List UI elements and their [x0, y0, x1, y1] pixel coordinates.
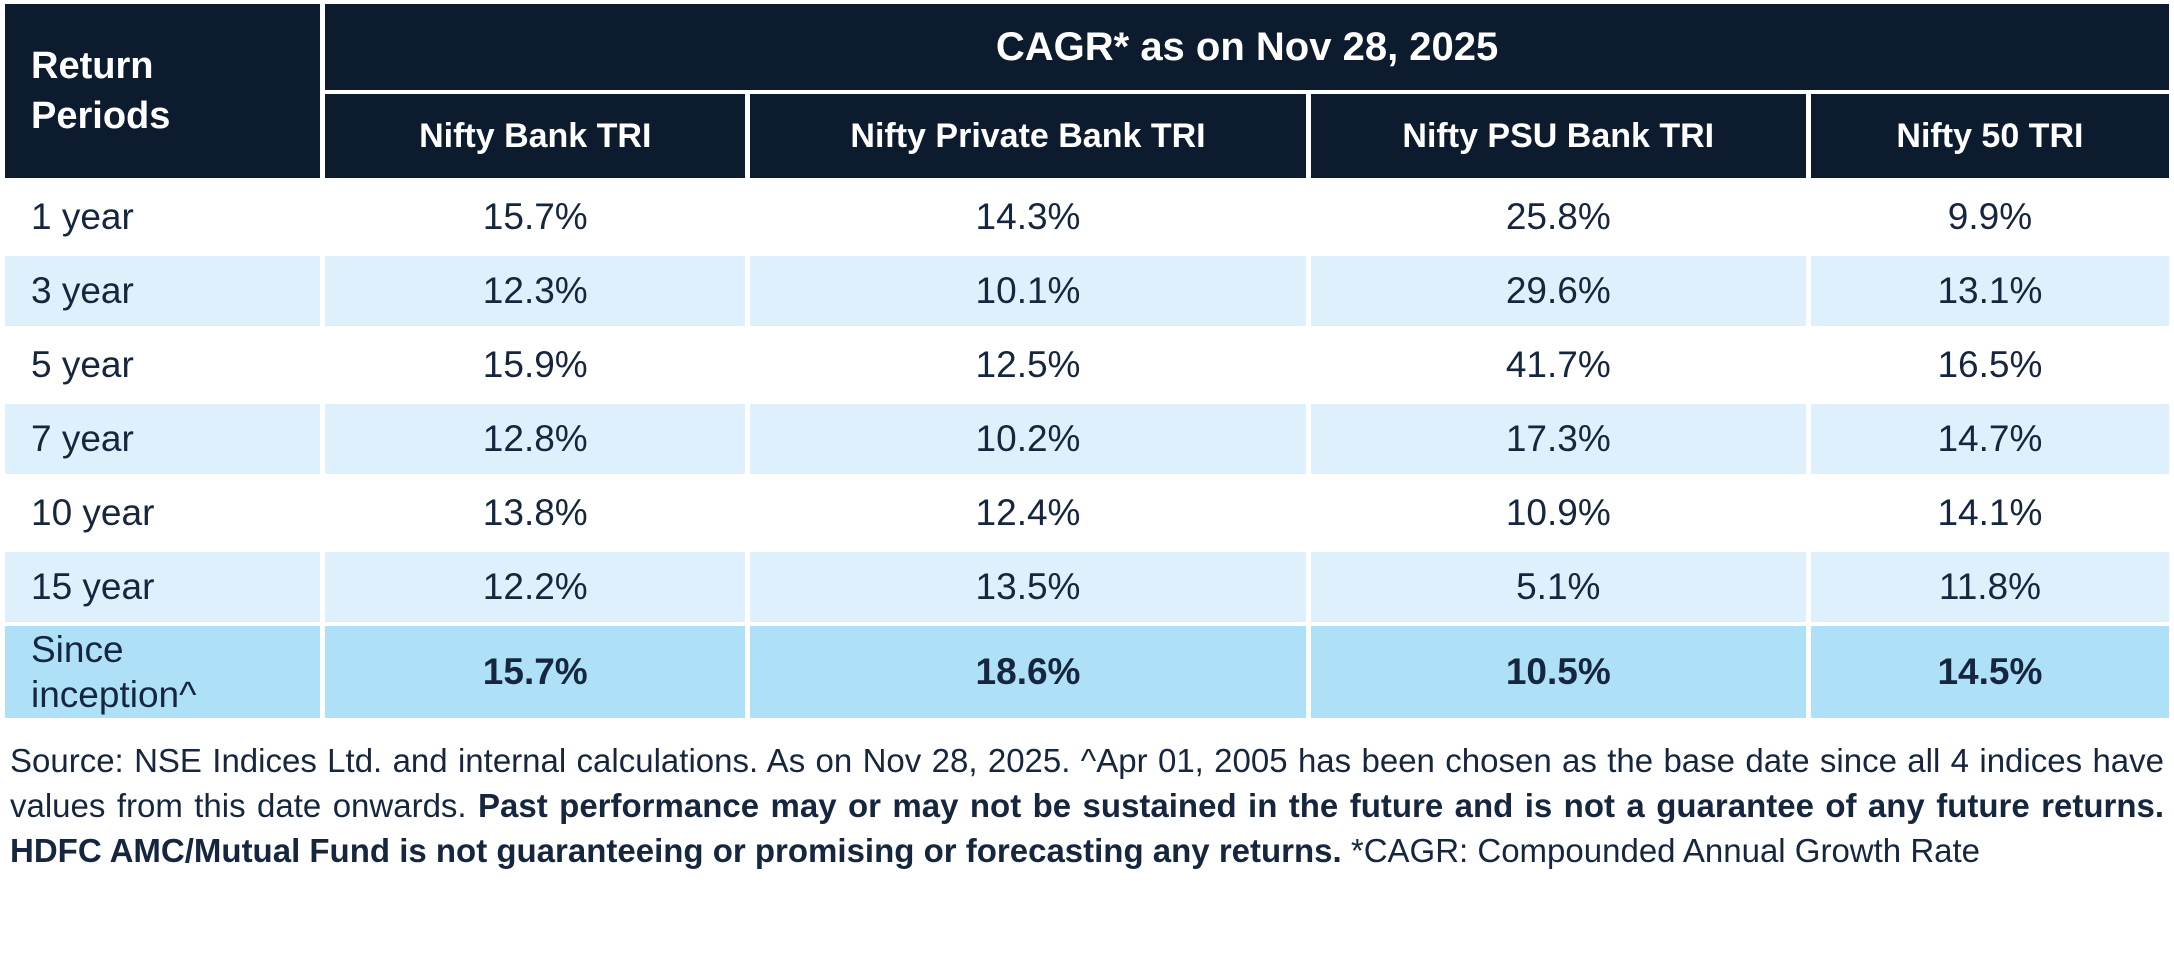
cell-value: 12.4%	[975, 492, 1081, 533]
corner-header-return-periods: Return Periods	[5, 4, 321, 178]
cell-value: 5.1%	[1310, 552, 1806, 622]
cell-value: 11.8%	[1810, 552, 2169, 622]
source-note-text: Source: NSE Indices Ltd. and internal ca…	[10, 742, 2164, 825]
cell-value: 12.8%	[325, 404, 746, 474]
column-header-nifty-bank-tri: Nifty Bank TRI	[325, 94, 746, 178]
cell-value: 12.5%	[975, 344, 1081, 385]
column-header-nifty-private-bank-tri: Nifty Private Bank TRI	[750, 94, 1306, 178]
cell-value: 13.1%	[1810, 256, 2169, 326]
table-row-1-year: 1 year 15.7% 14.3% 25.8% 9.9%	[5, 182, 2169, 252]
row-label: 1 year	[31, 196, 134, 237]
cell-value: 10.9%	[1505, 492, 1611, 533]
row-label: 10 year	[31, 492, 155, 533]
cell-value: 10.5%	[1310, 626, 1806, 719]
column-header-nifty-psu-bank-tri: Nifty PSU Bank TRI	[1310, 94, 1806, 178]
row-label-text: Since inception^	[31, 629, 197, 716]
cell-value: 13.5%	[750, 552, 1306, 622]
disclaimer-bold-text: Past performance may or may not be susta…	[10, 787, 2164, 870]
table-row-3-year: 3 year 12.3% 10.1% 29.6% 13.1%	[5, 256, 2169, 326]
cell-value: 13.8%	[482, 492, 588, 533]
cell-value: 12.2%	[325, 552, 746, 622]
cell-value: 14.5%	[1810, 626, 2169, 719]
cell-value: 15.7%	[482, 196, 588, 237]
cagr-definition-text: *CAGR: Compounded Annual Growth Rate	[1341, 832, 1981, 870]
row-label: 5 year	[31, 344, 134, 385]
cagr-returns-page: Return Periods CAGR* as on Nov 28, 2025 …	[5, 4, 2169, 873]
table-row-15-year: 15 year 12.2% 13.5% 5.1% 11.8%	[5, 552, 2169, 622]
source-disclaimer-note: Source: NSE Indices Ltd. and internal ca…	[10, 738, 2164, 873]
table-row-7-year: 7 year 12.8% 10.2% 17.3% 14.7%	[5, 404, 2169, 474]
cell-value: 12.3%	[325, 256, 746, 326]
row-label: 7 year	[5, 404, 321, 474]
row-label: 15 year	[5, 552, 321, 622]
cell-value: 29.6%	[1310, 256, 1806, 326]
cell-value: 25.8%	[1505, 196, 1611, 237]
cell-value: 41.7%	[1505, 344, 1611, 385]
table-row-5-year: 5 year 15.9% 12.5% 41.7% 16.5%	[5, 330, 2169, 400]
cell-value: 14.3%	[975, 196, 1081, 237]
cell-value: 16.5%	[1937, 344, 2043, 385]
cell-value: 15.7%	[325, 626, 746, 719]
row-label: 3 year	[5, 256, 321, 326]
cell-value: 9.9%	[1947, 196, 2033, 237]
table-body: 1 year 15.7% 14.3% 25.8% 9.9% 3 year 12.…	[5, 182, 2169, 719]
cell-value: 10.2%	[750, 404, 1306, 474]
corner-header-label: Return Periods	[31, 44, 171, 137]
cell-value: 15.9%	[482, 344, 588, 385]
cell-value: 18.6%	[750, 626, 1306, 719]
table-header: Return Periods CAGR* as on Nov 28, 2025 …	[5, 4, 2169, 178]
returns-table: Return Periods CAGR* as on Nov 28, 2025 …	[5, 4, 2169, 719]
table-row-since-inception: Since inception^ 15.7% 18.6% 10.5% 14.5%	[5, 626, 2169, 719]
cell-value: 14.7%	[1810, 404, 2169, 474]
cell-value: 10.1%	[750, 256, 1306, 326]
column-header-nifty-50-tri: Nifty 50 TRI	[1810, 94, 2169, 178]
cell-value: 17.3%	[1310, 404, 1806, 474]
main-header-cagr: CAGR* as on Nov 28, 2025	[325, 4, 2169, 90]
table-row-10-year: 10 year 13.8% 12.4% 10.9% 14.1%	[5, 478, 2169, 548]
row-label: Since inception^	[5, 626, 321, 719]
cell-value: 14.1%	[1937, 492, 2043, 533]
